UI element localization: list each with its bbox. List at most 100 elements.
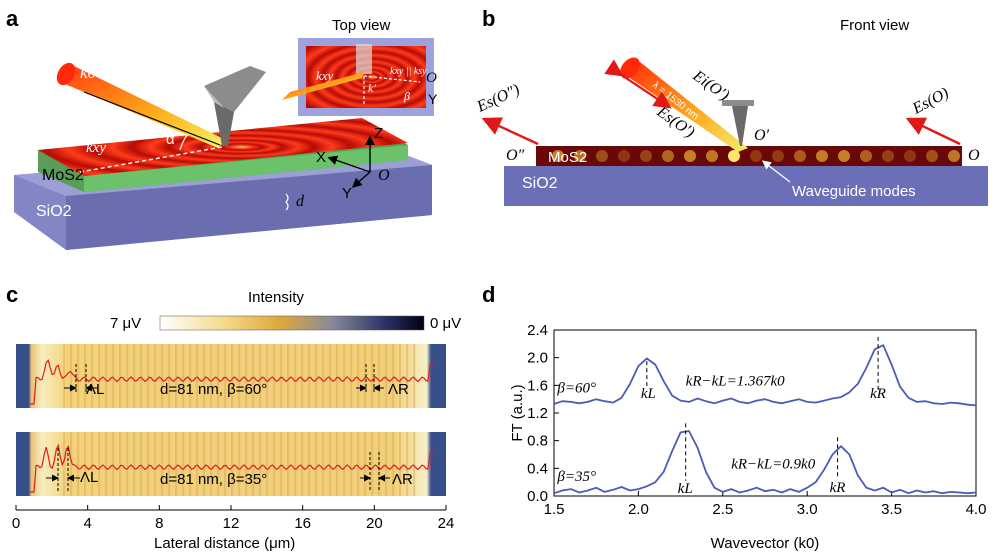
panel-c-tick-label: 8 (155, 515, 163, 532)
panel-d-ytick-label: 0.0 (527, 488, 548, 505)
mode-spot (728, 150, 740, 162)
afm-cantilever (204, 66, 266, 112)
panel-c-xlabel: Lateral distance (μm) (154, 535, 295, 552)
es-o2-label: Es(O″) (474, 81, 523, 116)
panel-d: d 1.5 2.0 2.5 3.0 3.5 4.0 0.0 0.4 0.8 1.2 1.6 2.0 2.… (482, 282, 986, 552)
thickness-d-label: d (296, 193, 305, 210)
panel-c: c Intensity 7 μV 0 μV d=81 nm, β=60° ΛL … (6, 282, 461, 552)
afm-cantilever-front (722, 100, 754, 106)
mode-spot (662, 150, 674, 162)
o-double-prime-label: O″ (506, 147, 525, 164)
mode-spot (684, 150, 696, 162)
strip2-lambda-r: ΛR (392, 471, 413, 488)
mode-spot (838, 150, 850, 162)
kr-label-35: kR (830, 480, 846, 496)
mode-spot (794, 150, 806, 162)
inset-o-label: O (426, 70, 437, 86)
diff60-label: kR−kL=1.367k0 (686, 373, 785, 389)
mode-spot (750, 150, 762, 162)
panel-d-series (553, 344, 977, 495)
panel-d-annotations: kL kR β=60° kR−kL=1.367k0 kL kR β=35° kR−kL=0.9… (556, 336, 886, 497)
panel-c-label: c (6, 282, 18, 307)
mode-spot (860, 150, 872, 162)
panel-c-tick-label: 12 (223, 515, 240, 532)
beta60-label: β=60° (556, 380, 596, 396)
panel-d-xtick-label: 4.0 (966, 501, 987, 518)
afm-tip-front (732, 106, 748, 146)
ei-label: Ei(O′) (689, 67, 732, 104)
sio2-label-front: SiO2 (522, 175, 558, 192)
panel-d-xtick-label: 3.5 (881, 501, 902, 518)
strip1-caption: d=81 nm, β=60° (160, 381, 267, 398)
kxy-label: kxy (86, 140, 106, 156)
es-o-label: Es(O) (909, 85, 952, 118)
waveguide-modes-label: Waveguide modes (792, 183, 916, 200)
mode-spot (596, 150, 608, 162)
mode-spot (640, 150, 652, 162)
panel-d-ytick-label: 2.4 (527, 322, 548, 339)
kl-label-35: kL (678, 481, 693, 497)
mode-spot (926, 150, 938, 162)
axis-y-label: Y (342, 185, 352, 202)
ripple-surface (38, 118, 408, 176)
panel-d-ylabel: FT (a.u.) (509, 384, 526, 441)
panel-c-tick-label: 0 (12, 515, 20, 532)
panel-d-ticks: 1.5 2.0 2.5 3.0 3.5 4.0 0.0 0.4 0.8 1.2 1.6 2.0 2.4 (527, 322, 986, 518)
panel-c-tick-label: 24 (438, 515, 455, 532)
mode-spot (882, 150, 894, 162)
panel-d-xtick-label: 3.0 (797, 501, 818, 518)
panel-d-ytick-label: 1.2 (527, 405, 548, 422)
inset-kprime-label: k′ (368, 81, 376, 95)
kl-label-60: kL (641, 386, 656, 402)
panel-d-ytick-label: 2.0 (527, 350, 548, 367)
strip1-lambda-r: ΛR (388, 381, 409, 398)
panel-d-ytick-label: 1.6 (527, 377, 548, 394)
origin-o-label: O (378, 167, 390, 184)
strip2-caption: d=81 nm, β=35° (160, 471, 267, 488)
mode-spot (552, 150, 564, 162)
mode-spot (772, 150, 784, 162)
mode-spot (904, 150, 916, 162)
afm-tip (214, 102, 234, 146)
axis-z-label: Z (374, 125, 383, 142)
mode-spot (948, 150, 960, 162)
mode-spot (618, 150, 630, 162)
intensity-strip-beta35: d=81 nm, β=35° ΛL ΛR (16, 432, 446, 496)
panel-b: b Front view SiO2 MoS2 λ = 1530 nm Ei(O′… (474, 6, 988, 206)
profile-line-beta60 (30, 359, 434, 405)
colorbar-min-label: 0 μV (430, 315, 461, 332)
excitation-beam (60, 66, 226, 148)
panel-d-xtick-label: 2.0 (628, 501, 649, 518)
strip1-lambda-l: ΛL (86, 381, 104, 398)
colorbar (159, 315, 425, 331)
strip2-lambda-l: ΛL (80, 469, 98, 486)
panel-d-ytick-label: 0.4 (527, 460, 548, 477)
beta-label: β (403, 89, 410, 103)
sio2-label: SiO2 (36, 203, 72, 220)
series-line-0 (553, 344, 977, 407)
top-view-title: Top view (332, 17, 391, 34)
mode-spot (816, 150, 828, 162)
o-label-front: O (968, 147, 980, 164)
panel-d-label: d (482, 282, 495, 307)
panel-d-ytick-label: 0.8 (527, 433, 548, 450)
alpha-label: α (166, 131, 175, 148)
profile-line-beta35 (30, 443, 434, 493)
mode-spot (706, 150, 718, 162)
mos2-layer-front (536, 146, 962, 166)
beta35-label: β=35° (556, 469, 596, 485)
colorbar-max-label: 7 μV (110, 315, 141, 332)
panel-d-xlabel: Wavevector (k0) (711, 535, 820, 552)
mos2-label: MoS2 (42, 167, 84, 184)
mos2-label-front: MoS2 (548, 149, 587, 166)
panel-c-x-axis: 0 4 8 12 16 20 24 (12, 505, 455, 532)
panel-b-label: b (482, 6, 495, 31)
kr-label-60: kR (870, 386, 886, 402)
waveguide-mode-pattern (552, 150, 960, 162)
colorbar-title: Intensity (248, 289, 304, 306)
front-view-title: Front view (840, 17, 909, 34)
intensity-strip-beta60: d=81 nm, β=60° ΛL ΛR (16, 344, 446, 408)
panel-c-tick-label: 4 (83, 515, 91, 532)
inset-y-label: Y (428, 91, 438, 107)
